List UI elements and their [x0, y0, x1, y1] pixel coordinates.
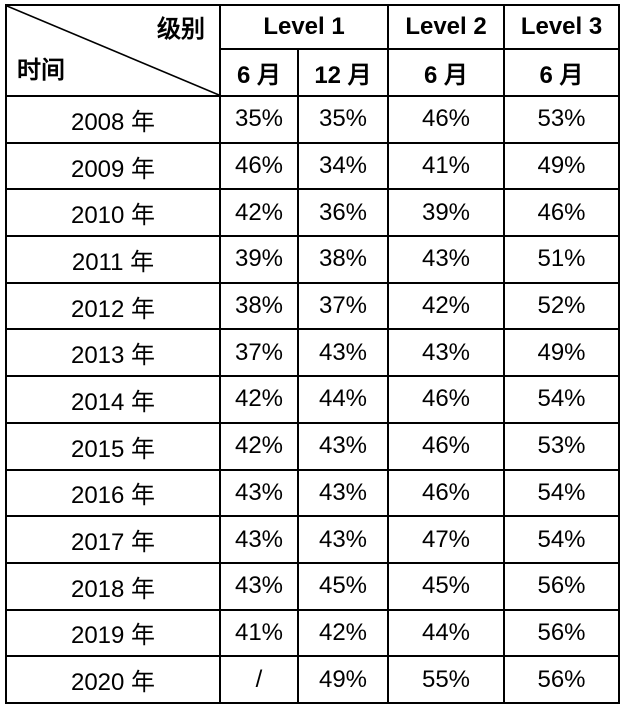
year-cell: 2008 年: [5, 95, 221, 144]
table-row-2019: 2019 年 41% 42% 44% 56%: [5, 608, 621, 658]
table-row-2012: 2012 年 38% 37% 42% 52%: [5, 281, 621, 331]
table-row-2016: 2016 年 43% 43% 46% 54%: [5, 468, 621, 518]
value-cell: 35%: [296, 95, 390, 144]
value-cell: 43%: [296, 468, 390, 518]
value-cell: 49%: [296, 655, 390, 704]
header-row-months: 6 月 12 月 6 月 6 月: [6, 48, 621, 97]
month-header-l3-jun: 6 月: [503, 48, 621, 97]
value-cell: 42%: [219, 421, 299, 471]
value-cell: 49%: [503, 141, 621, 191]
value-cell: 35%: [219, 95, 299, 144]
table-row-2017: 2017 年 43% 43% 47% 54%: [5, 515, 621, 564]
value-cell: 43%: [387, 328, 506, 378]
value-cell: 46%: [387, 375, 506, 424]
diagonal-divider-line: [7, 6, 219, 95]
value-cell: 39%: [219, 235, 299, 284]
corner-header-cell: 级别 时间: [5, 4, 221, 97]
table-row-2015: 2015 年 42% 43% 46% 53%: [5, 421, 621, 471]
value-cell: 55%: [387, 655, 506, 704]
year-cell: 2014 年: [5, 375, 221, 424]
value-cell: 36%: [296, 188, 390, 238]
year-cell: 2013 年: [5, 328, 221, 378]
table-row-2018: 2018 年 43% 45% 45% 56%: [5, 561, 621, 611]
level-1-header: Level 1: [218, 4, 390, 50]
value-cell: 34%: [296, 141, 390, 191]
table-row-2011: 2011 年 39% 38% 43% 51%: [5, 235, 621, 284]
value-cell: 54%: [503, 515, 621, 564]
value-cell: 45%: [387, 561, 506, 611]
year-cell: 2018 年: [5, 561, 221, 611]
value-cell: 42%: [296, 608, 390, 658]
value-cell: 56%: [503, 608, 621, 658]
month-header-l2-jun: 6 月: [387, 48, 506, 97]
value-cell-missing: /: [219, 655, 299, 704]
value-cell: 54%: [503, 468, 621, 518]
value-cell: 56%: [503, 655, 621, 704]
value-cell: 43%: [387, 235, 506, 284]
value-cell: 46%: [219, 141, 299, 191]
value-cell: 38%: [296, 235, 390, 284]
year-cell: 2016 年: [5, 468, 221, 518]
table-row-2009: 2009 年 46% 34% 41% 49%: [5, 141, 621, 191]
pass-rate-table: 级别 时间 Level 1 Level 2 Level 3 6 月 12 月 6…: [5, 4, 621, 704]
corner-column-axis-label: 级别: [157, 16, 205, 43]
value-cell: 43%: [296, 328, 390, 378]
value-cell: 46%: [387, 421, 506, 471]
value-cell: 47%: [387, 515, 506, 564]
table-row-2013: 2013 年 37% 43% 43% 49%: [5, 328, 621, 378]
value-cell: 42%: [387, 281, 506, 331]
table-row-2010: 2010 年 42% 36% 39% 46%: [5, 188, 621, 238]
value-cell: 41%: [219, 608, 299, 658]
value-cell: 38%: [219, 281, 299, 331]
value-cell: 43%: [296, 515, 390, 564]
value-cell: 39%: [387, 188, 506, 238]
year-cell: 2012 年: [5, 281, 221, 331]
year-cell: 2020 年: [5, 655, 221, 704]
value-cell: 42%: [219, 375, 299, 424]
value-cell: 45%: [296, 561, 390, 611]
value-cell: 43%: [296, 421, 390, 471]
value-cell: 43%: [219, 561, 299, 611]
month-header-l1-dec: 12 月: [296, 48, 390, 97]
corner-row-axis-label: 时间: [17, 57, 65, 84]
value-cell: 43%: [219, 468, 299, 518]
year-cell: 2010 年: [5, 188, 221, 238]
value-cell: 46%: [387, 468, 506, 518]
month-header-l1-jun: 6 月: [219, 48, 299, 97]
value-cell: 53%: [503, 95, 621, 144]
year-cell: 2009 年: [5, 141, 221, 191]
value-cell: 49%: [503, 328, 621, 378]
value-cell: 46%: [387, 95, 506, 144]
value-cell: 46%: [503, 188, 621, 238]
value-cell: 51%: [503, 235, 621, 284]
value-cell: 44%: [296, 375, 390, 424]
level-3-header: Level 3: [503, 4, 621, 50]
value-cell: 53%: [503, 421, 621, 471]
value-cell: 41%: [387, 141, 506, 191]
level-2-header: Level 2: [387, 4, 506, 50]
value-cell: 56%: [503, 561, 621, 611]
value-cell: 42%: [219, 188, 299, 238]
header-row-levels: 级别 时间 Level 1 Level 2 Level 3: [5, 4, 621, 97]
table-row-2008: 2008 年 35% 35% 46% 53%: [5, 95, 621, 144]
value-cell: 52%: [503, 281, 621, 331]
value-cell: 44%: [387, 608, 506, 658]
year-cell: 2011 年: [5, 235, 221, 284]
year-cell: 2017 年: [5, 515, 221, 564]
value-cell: 37%: [219, 328, 299, 378]
value-cell: 43%: [219, 515, 299, 564]
value-cell: 54%: [503, 375, 621, 424]
value-cell: 37%: [296, 281, 390, 331]
table-row-2014: 2014 年 42% 44% 46% 54%: [5, 375, 621, 424]
table-row-2020: 2020 年 / 49% 55% 56%: [5, 655, 621, 704]
year-cell: 2015 年: [5, 421, 221, 471]
year-cell: 2019 年: [5, 608, 221, 658]
